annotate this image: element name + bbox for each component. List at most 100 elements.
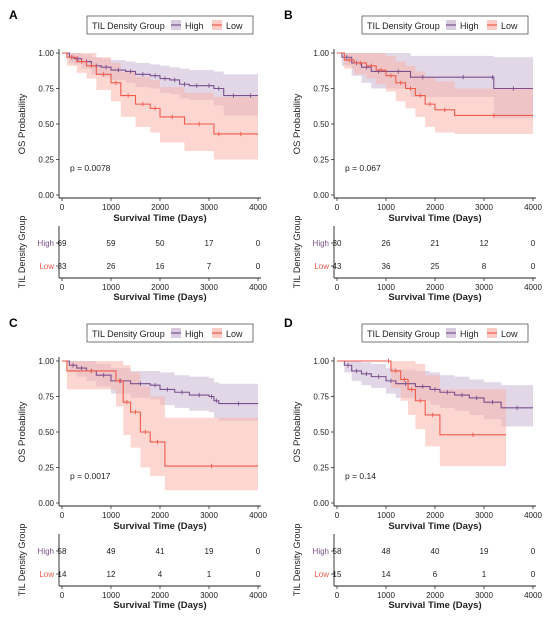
risk-x-tick-label: 3000 — [200, 591, 218, 600]
risk-cell: 26 — [382, 239, 391, 248]
panel-label: A — [9, 8, 18, 22]
x-tick-label: 3000 — [475, 203, 493, 212]
legend: TIL Density Group High Low — [86, 323, 254, 343]
y-tick-label: 1.00 — [38, 357, 54, 366]
risk-cell: 16 — [156, 262, 165, 271]
risk-cell: 0 — [256, 239, 261, 248]
legend-title: TIL Density Group — [367, 329, 440, 339]
risk-x-tick-label: 3000 — [200, 283, 218, 292]
risk-cell: 12 — [480, 239, 489, 248]
risk-cell: 14 — [382, 570, 391, 579]
x-tick-label: 3000 — [200, 511, 218, 520]
risk-table-title: TIL Density Group — [17, 216, 27, 289]
legend-frame — [361, 323, 529, 343]
x-tick-label: 2000 — [151, 203, 169, 212]
risk-cell: 21 — [431, 239, 440, 248]
risk-table-title: TIL Density Group — [17, 524, 27, 597]
risk-cell: 14 — [58, 570, 67, 579]
y-tick-label: 1.00 — [38, 49, 54, 58]
y-tick-label: 1.00 — [313, 49, 329, 58]
risk-table-title: TIL Density Group — [292, 216, 302, 289]
panel-label: C — [9, 316, 18, 330]
y-tick-label: 0.50 — [38, 428, 54, 437]
x-tick-label: 4000 — [524, 511, 542, 520]
km-curve-low — [62, 52, 258, 135]
risk-cell: 50 — [156, 239, 165, 248]
x-tick-label: 0 — [335, 511, 340, 520]
risk-row-label-high: High — [313, 239, 329, 248]
risk-x-axis-label: Survival Time (Days) — [113, 600, 206, 611]
risk-cell: 36 — [382, 262, 391, 271]
risk-cell: 12 — [107, 570, 116, 579]
y-tick-label: 0.25 — [313, 156, 329, 165]
legend-item-high: High — [185, 329, 204, 339]
risk-x-tick-label: 3000 — [475, 283, 493, 292]
legend-item-high: High — [460, 329, 479, 339]
risk-row-label-low: Low — [39, 262, 54, 271]
p-value: p = 0.0078 — [70, 163, 111, 173]
x-tick-label: 3000 — [200, 203, 218, 212]
y-axis-label: OS Probability — [292, 401, 303, 462]
legend-frame — [86, 15, 254, 35]
panel-label: B — [284, 8, 293, 22]
risk-x-tick-label: 4000 — [249, 591, 267, 600]
legend-item-low: Low — [226, 329, 243, 339]
risk-cell: 7 — [207, 262, 212, 271]
panel-a: A TIL Density Group High Low 0.00 0.25 0.50 0.7… — [9, 8, 267, 303]
x-tick-label: 2000 — [426, 511, 444, 520]
y-axis-label: OS Probability — [292, 93, 303, 154]
x-tick-label: 4000 — [249, 203, 267, 212]
km-curve-low — [337, 52, 533, 117]
x-tick-label: 0 — [335, 203, 340, 212]
legend-item-low: Low — [501, 21, 518, 31]
legend-item-low: Low — [501, 329, 518, 339]
risk-row-label-low: Low — [314, 570, 329, 579]
p-value: p = 0.067 — [345, 163, 381, 173]
risk-cell: 0 — [531, 547, 536, 556]
risk-x-tick-label: 3000 — [475, 591, 493, 600]
x-axis-label: Survival Time (Days) — [388, 213, 481, 224]
y-tick-label: 0.25 — [313, 464, 329, 473]
risk-cell: 30 — [333, 239, 342, 248]
y-tick-label: 0.75 — [313, 85, 329, 94]
legend-frame — [361, 15, 529, 35]
legend-title: TIL Density Group — [92, 21, 165, 31]
x-tick-label: 4000 — [524, 203, 542, 212]
x-tick-label: 4000 — [249, 511, 267, 520]
risk-x-tick-label: 0 — [60, 591, 65, 600]
risk-cell: 4 — [158, 570, 163, 579]
risk-x-tick-label: 2000 — [426, 283, 444, 292]
risk-row-label-low: Low — [39, 570, 54, 579]
risk-cell: 43 — [333, 262, 342, 271]
risk-row-label-high: High — [38, 239, 54, 248]
risk-cell: 0 — [531, 570, 536, 579]
y-tick-label: 0.75 — [313, 393, 329, 402]
p-value: p = 0.0017 — [70, 471, 111, 481]
risk-cell: 40 — [431, 547, 440, 556]
risk-cell: 0 — [531, 262, 536, 271]
ci-band-low — [337, 361, 507, 467]
y-tick-label: 0.00 — [313, 499, 329, 508]
y-tick-label: 0.75 — [38, 393, 54, 402]
x-tick-label: 0 — [60, 511, 65, 520]
legend: TIL Density Group High Low — [86, 15, 254, 35]
risk-cell: 33 — [58, 262, 67, 271]
risk-row-label-high: High — [313, 547, 329, 556]
ci-band-low — [62, 361, 258, 491]
risk-cell: 41 — [156, 547, 165, 556]
y-tick-label: 0.00 — [38, 499, 54, 508]
risk-x-tick-label: 0 — [335, 283, 340, 292]
y-tick-label: 0.25 — [38, 464, 54, 473]
x-tick-label: 2000 — [151, 511, 169, 520]
risk-x-tick-label: 0 — [60, 283, 65, 292]
x-axis-label: Survival Time (Days) — [388, 521, 481, 532]
y-tick-label: 0.25 — [38, 156, 54, 165]
risk-x-tick-label: 4000 — [524, 283, 542, 292]
y-tick-label: 0.50 — [313, 428, 329, 437]
x-axis-label: Survival Time (Days) — [113, 521, 206, 532]
panel-b: B TIL Density Group High Low 0.00 0.25 0.50 0.7… — [284, 8, 542, 303]
risk-cell: 1 — [482, 570, 487, 579]
risk-cell: 0 — [531, 239, 536, 248]
risk-cell: 25 — [431, 262, 440, 271]
